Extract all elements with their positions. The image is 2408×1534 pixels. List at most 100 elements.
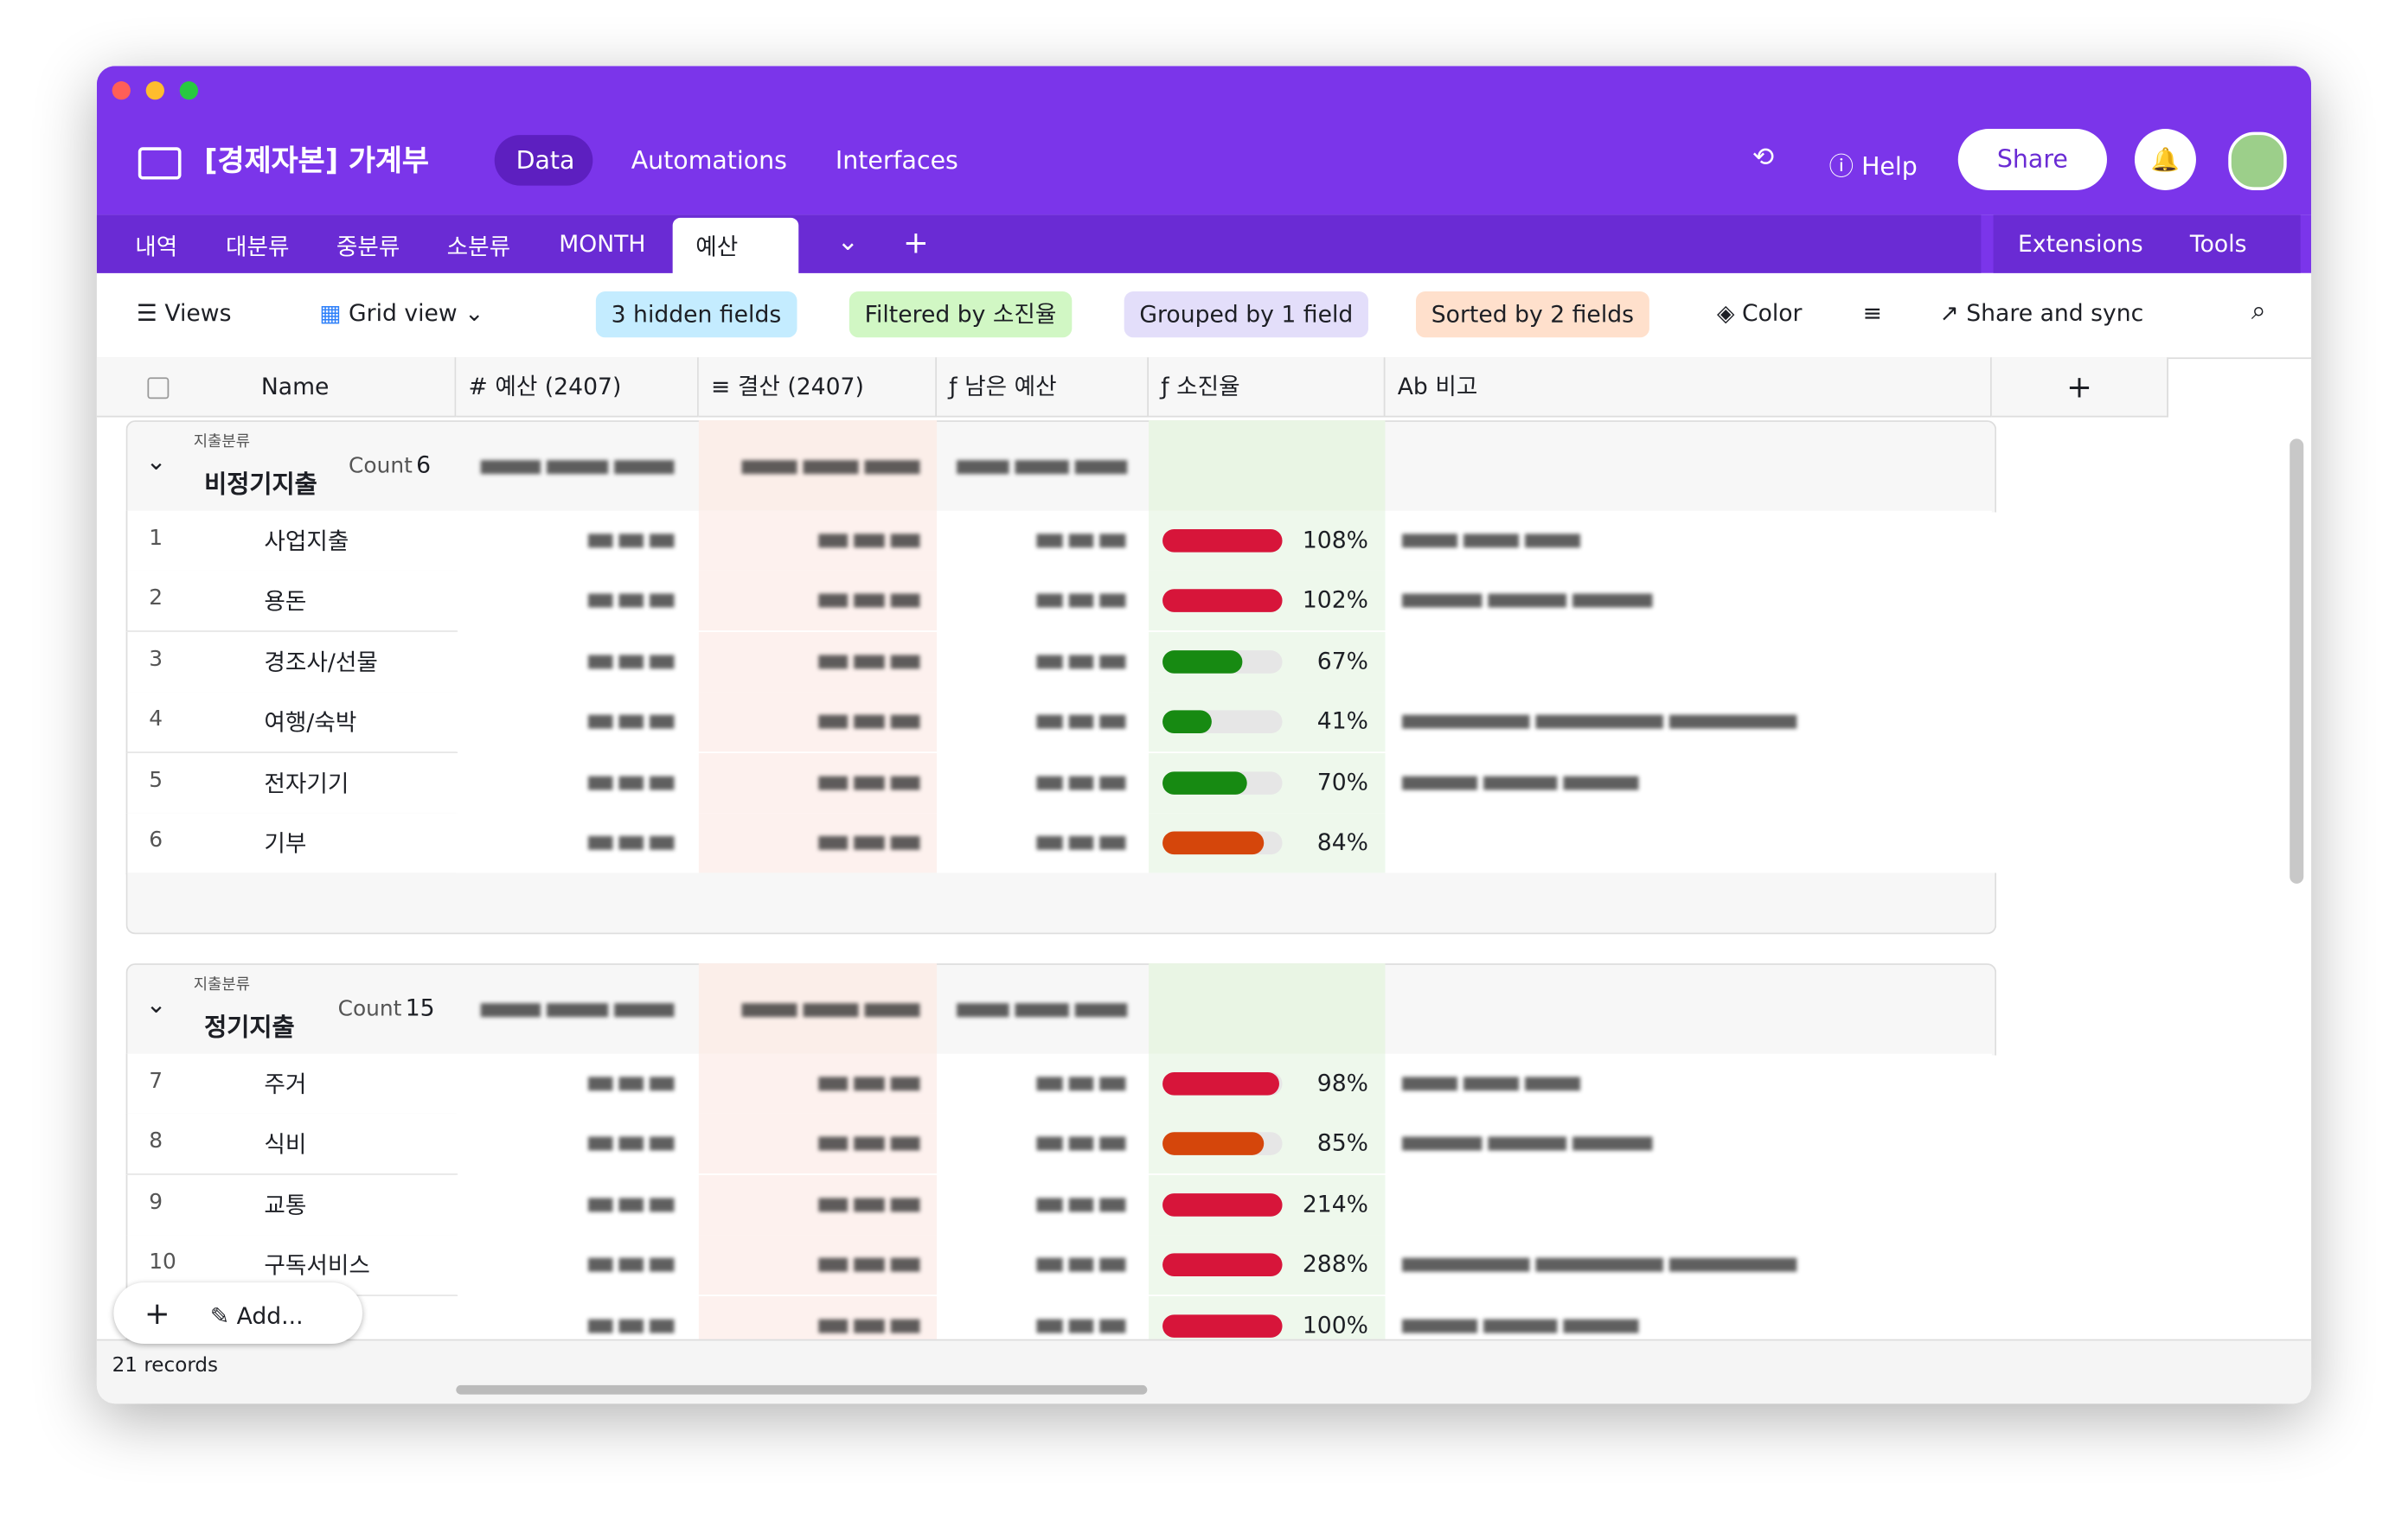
col-name[interactable]: 결산 (2407) xyxy=(737,373,864,401)
row-name[interactable]: 전자기기 xyxy=(264,769,349,797)
window: [경제자본] 가계부 Data Automations Interfaces ⟲… xyxy=(96,66,2312,1404)
header-cell: ≡ 결산 (2407) xyxy=(698,357,938,418)
bell-button[interactable]: 🔔 xyxy=(2134,129,2196,190)
blurred-value xyxy=(1036,655,1063,669)
blurred-value xyxy=(1463,534,1519,548)
row-cell xyxy=(125,1114,458,1176)
row-name[interactable]: 여행/숙박 xyxy=(264,708,357,737)
blurred-value xyxy=(818,594,849,609)
blurred-value xyxy=(1068,655,1094,669)
blurred-value xyxy=(854,1318,885,1333)
color-button[interactable]: ◈ Color xyxy=(1717,298,1803,327)
nav-tab[interactable]: Automations xyxy=(631,145,787,176)
blurred-value xyxy=(588,1318,613,1333)
blurred-value xyxy=(618,1077,644,1091)
row-name[interactable]: 용돈 xyxy=(264,588,307,617)
tools-link[interactable]: Extensions xyxy=(2018,230,2143,259)
blurred-value xyxy=(618,655,644,669)
row-index: 3 xyxy=(149,647,163,672)
table-tab[interactable]: 내역 xyxy=(135,233,178,261)
col-name[interactable]: Name xyxy=(260,373,330,401)
share-sync[interactable]: ↗ Share and sync xyxy=(1939,298,2144,327)
row-name[interactable]: 주거 xyxy=(264,1071,307,1099)
blurred-value xyxy=(854,1258,885,1272)
grid-label: Grid view xyxy=(348,298,458,327)
blurred-value xyxy=(1068,1198,1094,1212)
row-cell xyxy=(1385,813,1992,873)
grid-view-button[interactable]: ▦ Grid view ⌄ xyxy=(319,298,484,327)
row-name[interactable]: 구독서비스 xyxy=(264,1251,370,1280)
blurred-value xyxy=(1036,1137,1063,1152)
blurred-value xyxy=(650,1258,675,1272)
blurred-value xyxy=(1487,594,1567,609)
blurred-value xyxy=(1036,715,1063,729)
blurred-value xyxy=(650,1198,675,1212)
nav-tab[interactable]: Data xyxy=(516,145,575,176)
collapse-icon[interactable]: ⌄ xyxy=(145,989,167,1019)
row-name[interactable]: 식비 xyxy=(264,1131,307,1160)
col-name[interactable]: 소진율 xyxy=(1176,373,1240,401)
blurred-value xyxy=(890,1077,920,1091)
blurred-value xyxy=(618,775,644,789)
views-button[interactable]: ☰ Views xyxy=(137,298,232,327)
blurred-value xyxy=(1668,1258,1797,1272)
blurred-value xyxy=(890,594,920,609)
add-tab[interactable]: + xyxy=(902,224,929,261)
row-name[interactable]: 경조사/선물 xyxy=(264,649,378,676)
blurred-value xyxy=(650,1318,675,1333)
blurred-value xyxy=(650,715,675,729)
base-title[interactable]: [경제자본] 가계부 xyxy=(204,144,429,178)
row-height[interactable]: ≡ xyxy=(1862,298,1883,327)
group-field: 지출분류 xyxy=(193,977,251,994)
top-bar: [경제자본] 가계부 Data Automations Interfaces ⟲… xyxy=(96,66,2312,215)
base-icon xyxy=(138,147,182,180)
hidden-fields[interactable]: 3 hidden fields xyxy=(595,291,797,338)
blurred-value xyxy=(1463,1077,1519,1091)
col-name[interactable]: 남은 예산 xyxy=(964,373,1057,401)
help-button[interactable]: ⓘ Help xyxy=(1828,151,1918,182)
filter[interactable]: Filtered by 소진율 xyxy=(849,291,1073,338)
blurred-value xyxy=(818,1137,849,1152)
table-tab[interactable]: 대분류 xyxy=(225,233,290,261)
tools-link[interactable]: Tools xyxy=(2189,230,2247,259)
table-tab[interactable]: 중분류 xyxy=(336,233,400,261)
row-cell xyxy=(125,752,458,815)
min-dot[interactable] xyxy=(145,81,164,100)
row-name[interactable]: 교통 xyxy=(264,1192,307,1219)
blurred-value xyxy=(1068,594,1094,609)
avatar[interactable] xyxy=(2228,131,2287,190)
tab-band xyxy=(96,214,1982,273)
col-name[interactable]: 예산 (2407) xyxy=(495,373,622,401)
table-tab[interactable]: 소분류 xyxy=(446,233,511,261)
blurred-value xyxy=(1099,1198,1126,1212)
color-label: Color xyxy=(1741,298,1803,327)
col-name[interactable]: 비고 xyxy=(1435,373,1478,401)
share-button[interactable]: Share xyxy=(1957,129,2107,190)
rate-label: 108% xyxy=(1302,526,1368,554)
table-tab[interactable]: 예산 xyxy=(695,233,739,261)
blurred-value xyxy=(1668,715,1797,729)
blurred-value xyxy=(588,534,613,548)
history-icon[interactable]: ⟲ xyxy=(1752,142,1775,174)
blurred-value xyxy=(1099,594,1126,609)
rate-bar xyxy=(1162,649,1243,674)
rate-bar xyxy=(1162,1192,1283,1217)
sort[interactable]: Sorted by 2 fields xyxy=(1416,291,1649,338)
table-tab[interactable]: MONTH xyxy=(559,230,646,259)
row-name[interactable]: 사업지출 xyxy=(264,527,349,556)
more-tabs[interactable]: ⌄ xyxy=(836,227,859,259)
blurred-value xyxy=(650,775,675,789)
blurred-value xyxy=(1564,1318,1639,1333)
close-dot[interactable] xyxy=(112,81,131,100)
blurred-value xyxy=(890,715,920,729)
nav-tab[interactable]: Interfaces xyxy=(835,145,958,176)
search[interactable]: ⌕ xyxy=(2251,296,2266,327)
blurred-value xyxy=(650,534,675,548)
collapse-icon[interactable]: ⌄ xyxy=(145,446,167,476)
group[interactable]: Grouped by 1 field xyxy=(1124,291,1369,338)
max-dot[interactable] xyxy=(179,81,199,100)
row-name[interactable]: 기부 xyxy=(264,829,307,858)
add-button[interactable]: + ✎ Add... xyxy=(113,1282,363,1345)
rate-bar xyxy=(1162,529,1283,553)
add-column[interactable]: + xyxy=(1991,357,2169,418)
